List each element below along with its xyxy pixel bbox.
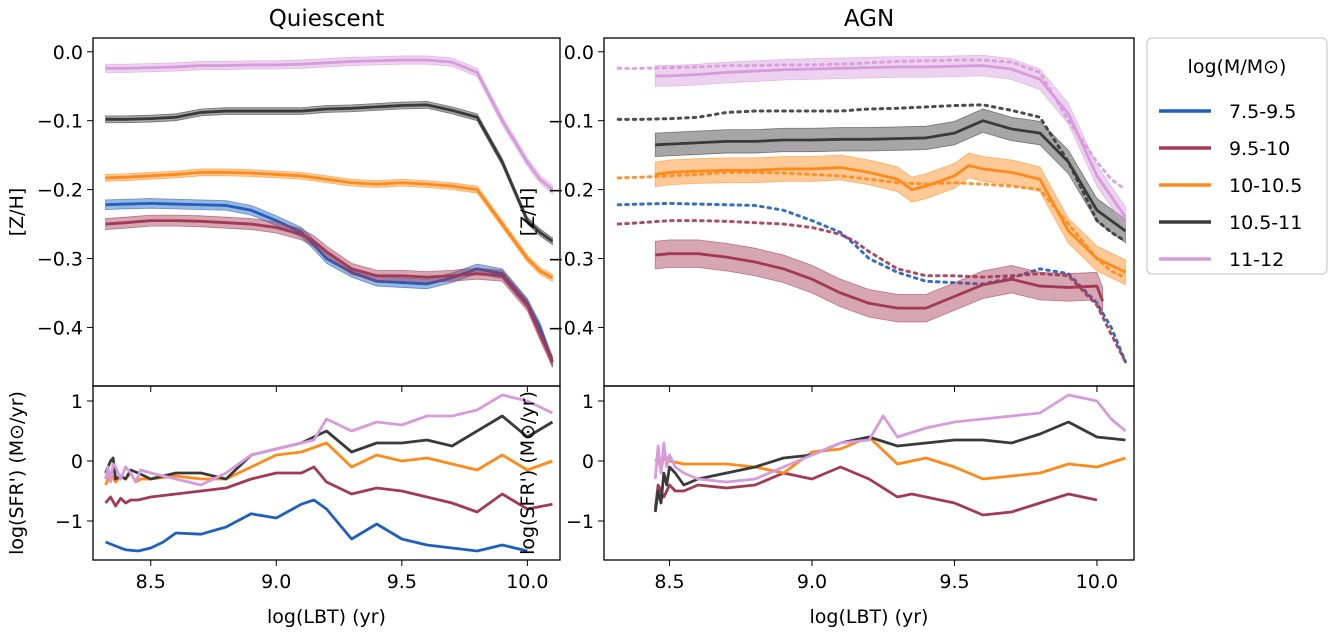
x-tick-label: 9.5: [387, 571, 417, 593]
axes-frame: [603, 385, 1135, 561]
x-tick-label: 9.0: [797, 571, 827, 593]
y-tick-label: −0.3: [548, 249, 594, 271]
y-axis-label: log(SFR') (M⊙/yr): [517, 391, 539, 555]
series-line-3: [105, 103, 554, 243]
series-band-3: [654, 54, 1126, 229]
y-tick-label: 1: [71, 391, 83, 413]
series-line-3: [104, 414, 554, 481]
x-tick-label: 8.5: [654, 571, 684, 593]
y-tick-label: −0.2: [37, 180, 83, 202]
x-tick-label: 10.0: [506, 571, 548, 593]
reference-line-2: [616, 170, 1127, 280]
panel-title: AGN: [844, 6, 894, 32]
y-tick-label: 0.0: [53, 42, 83, 64]
y-axis-label: log(SFR') (M⊙/yr): [6, 391, 28, 555]
y-axis-label: [Z/H]: [6, 188, 28, 237]
axes-frame: [92, 385, 561, 561]
y-tick-label: −0.4: [548, 317, 594, 339]
legend-entry-label: 7.5-9.5: [1229, 101, 1296, 123]
series-line-1: [655, 164, 1127, 274]
panel-bottom-left: 1 0 −1 8.5 9.0 9.5 10.0 log(SFR') (M⊙/yr) log(LB…: [6, 385, 561, 628]
legend-entry-label: 9.5-10: [1229, 138, 1290, 160]
x-tick-label: 8.5: [136, 571, 166, 593]
panel-top-left: 0.0 −0.1 −0.2 −0.3 −0.4 Quiescent [Z/H]: [6, 6, 561, 392]
series-line-0: [105, 201, 554, 363]
y-tick-label: −0.2: [548, 180, 594, 202]
series-band-2: [105, 168, 553, 282]
series-line-1: [105, 219, 554, 363]
series-line-0: [653, 465, 1098, 517]
plot-area: [653, 393, 1127, 517]
y-tick-label: 0.0: [564, 42, 594, 64]
series-band-1: [105, 214, 553, 368]
series-line-4: [105, 58, 554, 191]
panel-top-right: 0.0 −0.1 −0.2 −0.3 −0.4 AGN [Z/H]: [517, 6, 1135, 392]
y-tick-label: −0.1: [548, 111, 594, 133]
series-band-1: [654, 152, 1126, 286]
series-line-3: [653, 393, 1127, 484]
y-tick-label: −0.4: [37, 317, 83, 339]
legend-box: [1146, 37, 1328, 275]
x-tick-label: 10.0: [1076, 571, 1118, 593]
legend-title: log(M/M⊙): [1188, 56, 1287, 78]
legend: log(M/M⊙) 7.5-9.5 9.5-10 10-10.5 10.5-11 11-1…: [1146, 37, 1328, 275]
series-line-2: [653, 420, 1126, 513]
y-tick-label: −0.3: [37, 249, 83, 271]
y-axis-label: [Z/H]: [517, 188, 539, 237]
series-line-3: [655, 64, 1127, 218]
x-tick-label: 9.5: [939, 571, 969, 593]
y-tick-label: −0.1: [37, 111, 83, 133]
reference-line-4: [616, 58, 1127, 192]
reference-line-1: [616, 219, 1127, 364]
plot-area: [104, 393, 554, 553]
x-axis-label: log(LBT) (yr): [810, 606, 929, 628]
series-line-2: [655, 119, 1127, 233]
y-tick-label: −1: [55, 511, 83, 533]
y-tick-label: −1: [566, 511, 594, 533]
series-line-0: [655, 252, 1104, 310]
reference-line-3: [616, 103, 1127, 243]
plot-area: [105, 55, 554, 368]
series-line-4: [104, 393, 554, 487]
series-band-2: [654, 108, 1126, 244]
axes-frame: [92, 37, 561, 387]
y-tick-label: 0: [582, 451, 594, 473]
plot-area: [616, 54, 1127, 364]
series-line-1: [104, 465, 553, 514]
legend-entry-label: 11-12: [1229, 249, 1284, 271]
panel-bottom-right: 1 0 −1 8.5 9.0 9.5 10.0 log(SFR') (M⊙/yr) log(LB…: [517, 385, 1135, 628]
legend-entry-label: 10-10.5: [1229, 175, 1302, 197]
series-line-0: [105, 498, 528, 553]
series-band-3: [105, 100, 553, 246]
x-axis-label: log(LBT) (yr): [267, 606, 386, 628]
y-tick-label: 0: [71, 451, 83, 473]
panel-title: Quiescent: [269, 6, 385, 32]
x-tick-label: 9.0: [261, 571, 291, 593]
y-tick-label: 1: [582, 391, 594, 413]
reference-line-0: [616, 201, 1127, 364]
series-band-0: [654, 239, 1104, 323]
legend-entry-label: 10.5-11: [1229, 212, 1302, 234]
series-line-2: [105, 170, 554, 280]
series-band-4: [105, 55, 553, 195]
